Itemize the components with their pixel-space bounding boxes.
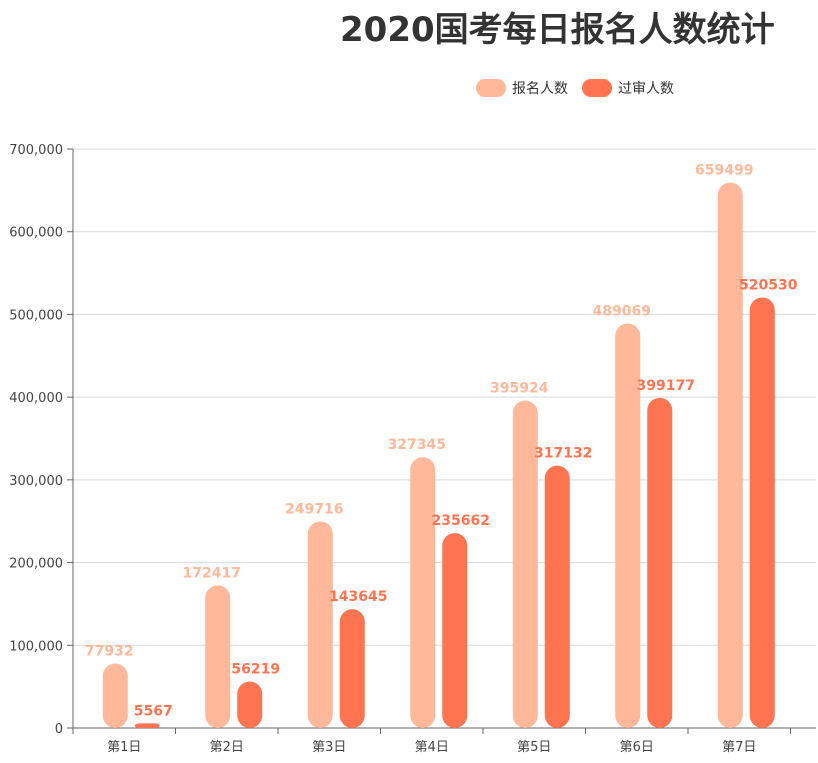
bar-registered: [717, 182, 743, 728]
legend-swatch-series-1: [582, 79, 612, 97]
bar-approved: [749, 297, 775, 728]
data-label: 395924: [490, 381, 549, 397]
data-label: 235662: [432, 513, 490, 529]
y-tick-label: 100,000: [9, 639, 63, 654]
chart-title: 2020国考每日报名人数统计: [340, 10, 775, 50]
bar-registered: [102, 663, 128, 728]
legend-item-series-1[interactable]: 过审人数: [582, 78, 674, 98]
bar-registered: [512, 400, 538, 728]
bar-approved: [647, 397, 673, 728]
y-tick-label: 600,000: [9, 226, 63, 241]
bar-approved: [237, 681, 263, 728]
data-label: 249716: [285, 501, 343, 517]
x-tick-label: 第2日: [210, 740, 244, 755]
bar-approved: [544, 465, 570, 728]
x-tick-label: 第7日: [722, 740, 756, 755]
y-tick-label: 500,000: [9, 308, 63, 323]
bar-registered: [307, 521, 333, 728]
bar-registered: [205, 585, 231, 728]
y-tick-label: 200,000: [9, 557, 63, 572]
legend-swatch-series-0: [476, 79, 506, 97]
legend-label-series-1: 过审人数: [618, 81, 674, 97]
legend-item-series-0[interactable]: 报名人数: [476, 78, 568, 98]
data-label: 659499: [695, 163, 753, 179]
data-label: 520530: [739, 277, 798, 293]
data-label: 399177: [637, 378, 695, 394]
x-tick-label: 第5日: [517, 740, 551, 755]
x-tick-label: 第1日: [107, 740, 141, 755]
bar-approved: [442, 533, 468, 728]
y-tick-label: 300,000: [9, 474, 63, 489]
x-tick-label: 第4日: [415, 740, 449, 755]
bar-registered: [615, 323, 641, 728]
data-label: 327345: [388, 437, 446, 453]
y-tick-label: 0: [55, 722, 63, 737]
y-tick-label: 700,000: [9, 143, 63, 158]
y-tick-label: 400,000: [9, 391, 63, 406]
bar-registered: [410, 457, 436, 728]
x-tick-label: 第6日: [620, 740, 654, 755]
bar-approved: [134, 723, 160, 728]
data-label: 317132: [534, 446, 592, 462]
data-label: 5567: [134, 703, 173, 719]
data-label: 172417: [183, 565, 241, 581]
legend: 报名人数 过审人数: [476, 78, 674, 98]
legend-label-series-0: 报名人数: [512, 81, 568, 97]
data-label: 56219: [231, 661, 280, 677]
data-label: 143645: [329, 589, 387, 605]
x-tick-label: 第3日: [312, 740, 346, 755]
data-label: 489069: [593, 303, 651, 319]
data-label: 77932: [85, 644, 134, 660]
bar-approved: [339, 609, 365, 728]
